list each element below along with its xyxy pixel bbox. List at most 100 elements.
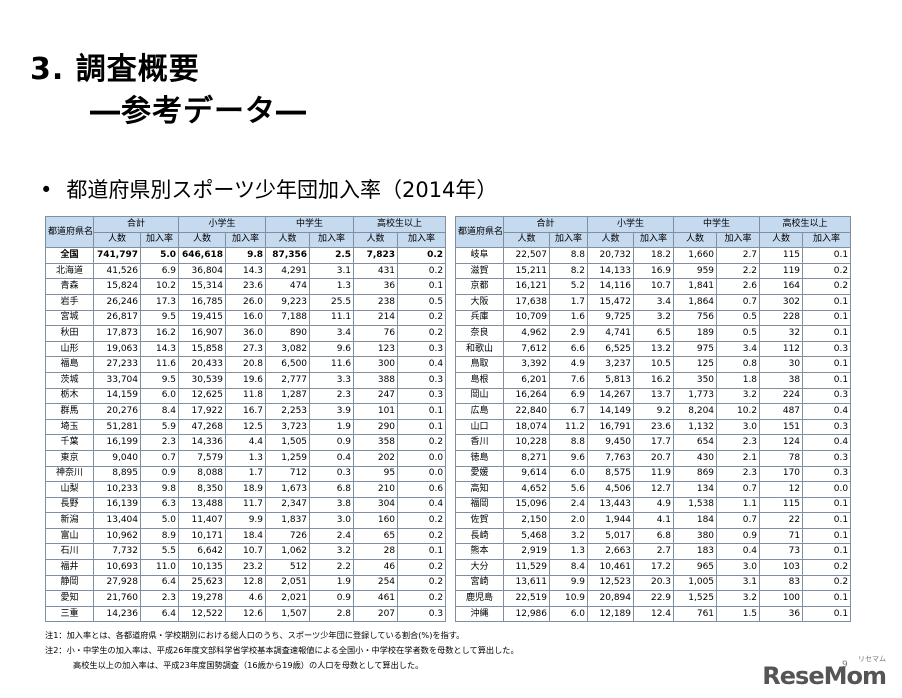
table-cell: 4.9 [633, 496, 675, 514]
prefecture-name: 埼玉 [45, 418, 94, 436]
table-cell: 13,488 [178, 496, 227, 514]
table-cell: 9.9 [548, 574, 589, 592]
table-cell: 6,525 [587, 340, 635, 358]
table-cell: 20,276 [93, 403, 141, 420]
table-cell: 869 [673, 465, 718, 483]
table-cell: 0.0 [397, 465, 447, 483]
table-cell: 12,986 [503, 605, 550, 623]
table-cell: 10,171 [178, 527, 227, 545]
prefecture-name: 福島 [45, 356, 94, 373]
prefecture-table-left: 都道府県名 合計 小学生 中学生 高校生以上 人数 加入率 人数 加入率 人数 … [45, 215, 447, 623]
table-cell: 0.5 [716, 325, 761, 342]
table-cell: 0.2 [397, 434, 447, 451]
header-rate: 加入率 [225, 231, 267, 249]
table-cell: 1,673 [265, 481, 311, 498]
table-cell: 9.6 [309, 340, 355, 358]
table-cell: 8,575 [587, 465, 635, 483]
prefecture-name: 大分 [455, 559, 504, 576]
table-cell: 0.1 [397, 543, 447, 561]
table-cell: 0.3 [397, 605, 447, 623]
table-cell: 1.9 [309, 418, 355, 436]
table-cell: 17,873 [93, 325, 141, 342]
table-cell: 2.9 [548, 325, 589, 342]
table-cell: 214 [353, 309, 399, 327]
table-cell: 10,461 [587, 559, 635, 576]
table-cell: 3.9 [309, 403, 355, 420]
table-row: 奈良 4,962 2.9 4,741 6.5 189 0.5 32 0.1 [455, 325, 852, 342]
table-cell: 14,159 [93, 387, 141, 405]
prefecture-name: 兵庫 [455, 309, 504, 327]
table-cell: 6.0 [548, 605, 589, 623]
table-cell: 207 [353, 605, 399, 623]
table-cell: 10,709 [503, 309, 550, 327]
table-cell: 22,840 [503, 403, 550, 420]
prefecture-name: 長野 [45, 496, 94, 514]
table-cell: 15,472 [587, 293, 635, 311]
table-cell: 0.3 [802, 340, 852, 358]
table-cell: 2.4 [548, 496, 589, 514]
table-cell: 3,723 [265, 418, 311, 436]
table-cell: 0.4 [802, 403, 852, 420]
table-cell: 0.3 [309, 465, 355, 483]
table-cell: 16.2 [633, 371, 675, 389]
header-total: 合計 [502, 216, 589, 233]
table-cell: 83 [759, 574, 804, 592]
table-row: 福井 10,693 11.0 10,135 23.2 512 2.2 46 0.2 [45, 559, 447, 576]
table-cell: 14,133 [587, 262, 635, 280]
table-cell: 6,201 [503, 371, 550, 389]
table-cell: 4,506 [587, 481, 635, 498]
table-cell: 11.6 [309, 356, 355, 373]
table-cell: 5,468 [503, 527, 550, 545]
table-cell: 1,773 [673, 387, 718, 405]
table-cell: 20.8 [225, 356, 267, 373]
table-row: 神奈川 8,895 0.9 8,088 1.7 712 0.3 95 0.0 [45, 465, 447, 483]
table-cell: 11.2 [548, 418, 589, 436]
prefecture-name: 宮城 [45, 309, 94, 327]
table-cell: 10,135 [178, 559, 227, 576]
logo-subtext: リセマム [858, 655, 886, 663]
table-cell: 115 [759, 496, 804, 514]
table-row: 鳥取 3,392 4.9 3,237 10.5 125 0.8 30 0.1 [455, 356, 852, 373]
header-count: 人数 [265, 231, 311, 249]
table-row: 全国 741,797 5.0 646,618 9.8 87,356 2.5 7,823 0.2 [45, 247, 447, 264]
table-cell: 9,223 [265, 293, 311, 311]
table-cell: 0.2 [802, 559, 852, 576]
table-cell: 5.0 [139, 247, 180, 264]
table-cell: 7,579 [178, 449, 227, 467]
table-cell: 228 [759, 309, 804, 327]
table-cell: 9.5 [139, 371, 180, 389]
logo-text: ReseMom [762, 662, 887, 690]
table-cell: 16,199 [93, 434, 141, 451]
table-cell: 0.1 [802, 371, 852, 389]
table-row: 京都 16,121 5.2 14,116 10.7 1,841 2.6 164 0.2 [455, 278, 852, 295]
table-cell: 1.8 [716, 371, 761, 389]
table-cell: 0.2 [397, 512, 447, 529]
prefecture-name: 福岡 [455, 496, 504, 514]
table-cell: 7,612 [503, 340, 550, 358]
table-cell: 95 [353, 465, 399, 483]
table-cell: 11.0 [139, 559, 180, 576]
table-row: 山形 19,063 14.3 15,858 27.3 3,082 9.6 123 0.3 [45, 340, 447, 358]
table-cell: 0.4 [802, 434, 852, 451]
header-junior-high: 中学生 [673, 216, 761, 233]
prefecture-name: 富山 [45, 527, 94, 545]
table-cell: 12.7 [633, 481, 675, 498]
table-cell: 78 [759, 449, 804, 467]
table-row: 沖縄 12,986 6.0 12,189 12.4 761 1.5 36 0.1 [455, 605, 852, 623]
table-cell: 0.1 [802, 512, 852, 529]
table-cell: 1,837 [265, 512, 311, 529]
table-cell: 6.8 [633, 527, 675, 545]
data-tables: 都道府県名 合計 小学生 中学生 高校生以上 人数 加入率 人数 加入率 人数 … [45, 215, 852, 626]
table-cell: 12.6 [225, 605, 267, 623]
table-cell: 9.8 [225, 247, 267, 264]
header-count: 人数 [353, 231, 399, 249]
table-cell: 1,062 [265, 543, 311, 561]
table-cell: 712 [265, 465, 311, 483]
table-cell: 7,763 [587, 449, 635, 467]
table-cell: 100 [759, 590, 804, 607]
table-cell: 3.4 [716, 340, 761, 358]
table-cell: 103 [759, 559, 804, 576]
table-cell: 170 [759, 465, 804, 483]
table-cell: 115 [759, 247, 804, 264]
table-cell: 0.4 [716, 543, 761, 561]
